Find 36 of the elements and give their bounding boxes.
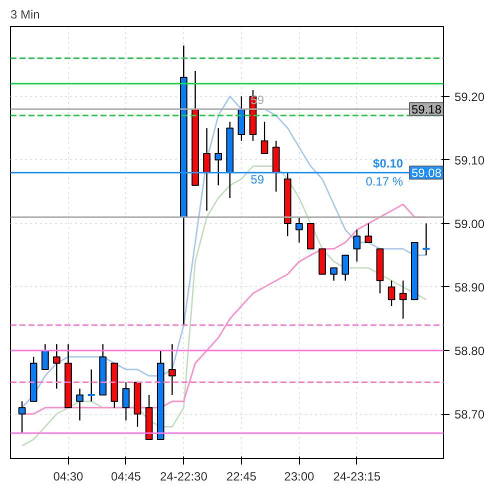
candlestick [203,128,210,212]
candlestick [53,344,60,390]
candlestick [122,382,130,421]
y-tick-label: 58.70 [454,408,485,422]
annotation: 0.17 % [366,174,404,189]
annotation: 59 [250,172,264,187]
candlestick [76,388,84,421]
candlestick [342,254,350,282]
y-tick-label: 59.10 [454,153,485,168]
candlestick [18,400,26,434]
candlestick [353,229,361,262]
candlestick [330,267,338,282]
candlestick [168,344,176,396]
candlestick [388,280,396,307]
x-tick-label: 04:30 [53,470,84,484]
annotation: $0.10 [373,156,404,171]
candlestick [295,216,303,244]
candlestick [364,222,372,244]
ref-line-label: 59.08 [411,166,442,180]
candlestick [86,368,96,402]
y-tick-label: 58.90 [454,280,485,294]
candlestick [260,121,268,154]
x-tick-label: 22:45 [226,470,257,484]
x-tick-label: 24-22:30 [160,470,208,484]
y-tick-label: 58.80 [454,344,485,358]
y-tick-label: 59.00 [454,216,485,231]
x-tick-label: 24-23:15 [333,470,381,484]
candlestick [422,222,431,256]
x-tick-label: 23:00 [284,470,315,484]
candlestick [41,344,49,370]
x-tick-label: 04:45 [110,470,142,484]
candlestick [399,280,407,320]
y-tick-label: 59.20 [454,90,485,104]
ref-line-label: 59.18 [411,102,442,117]
chart-title: 3 Min [10,8,40,22]
candlestick [214,128,222,186]
